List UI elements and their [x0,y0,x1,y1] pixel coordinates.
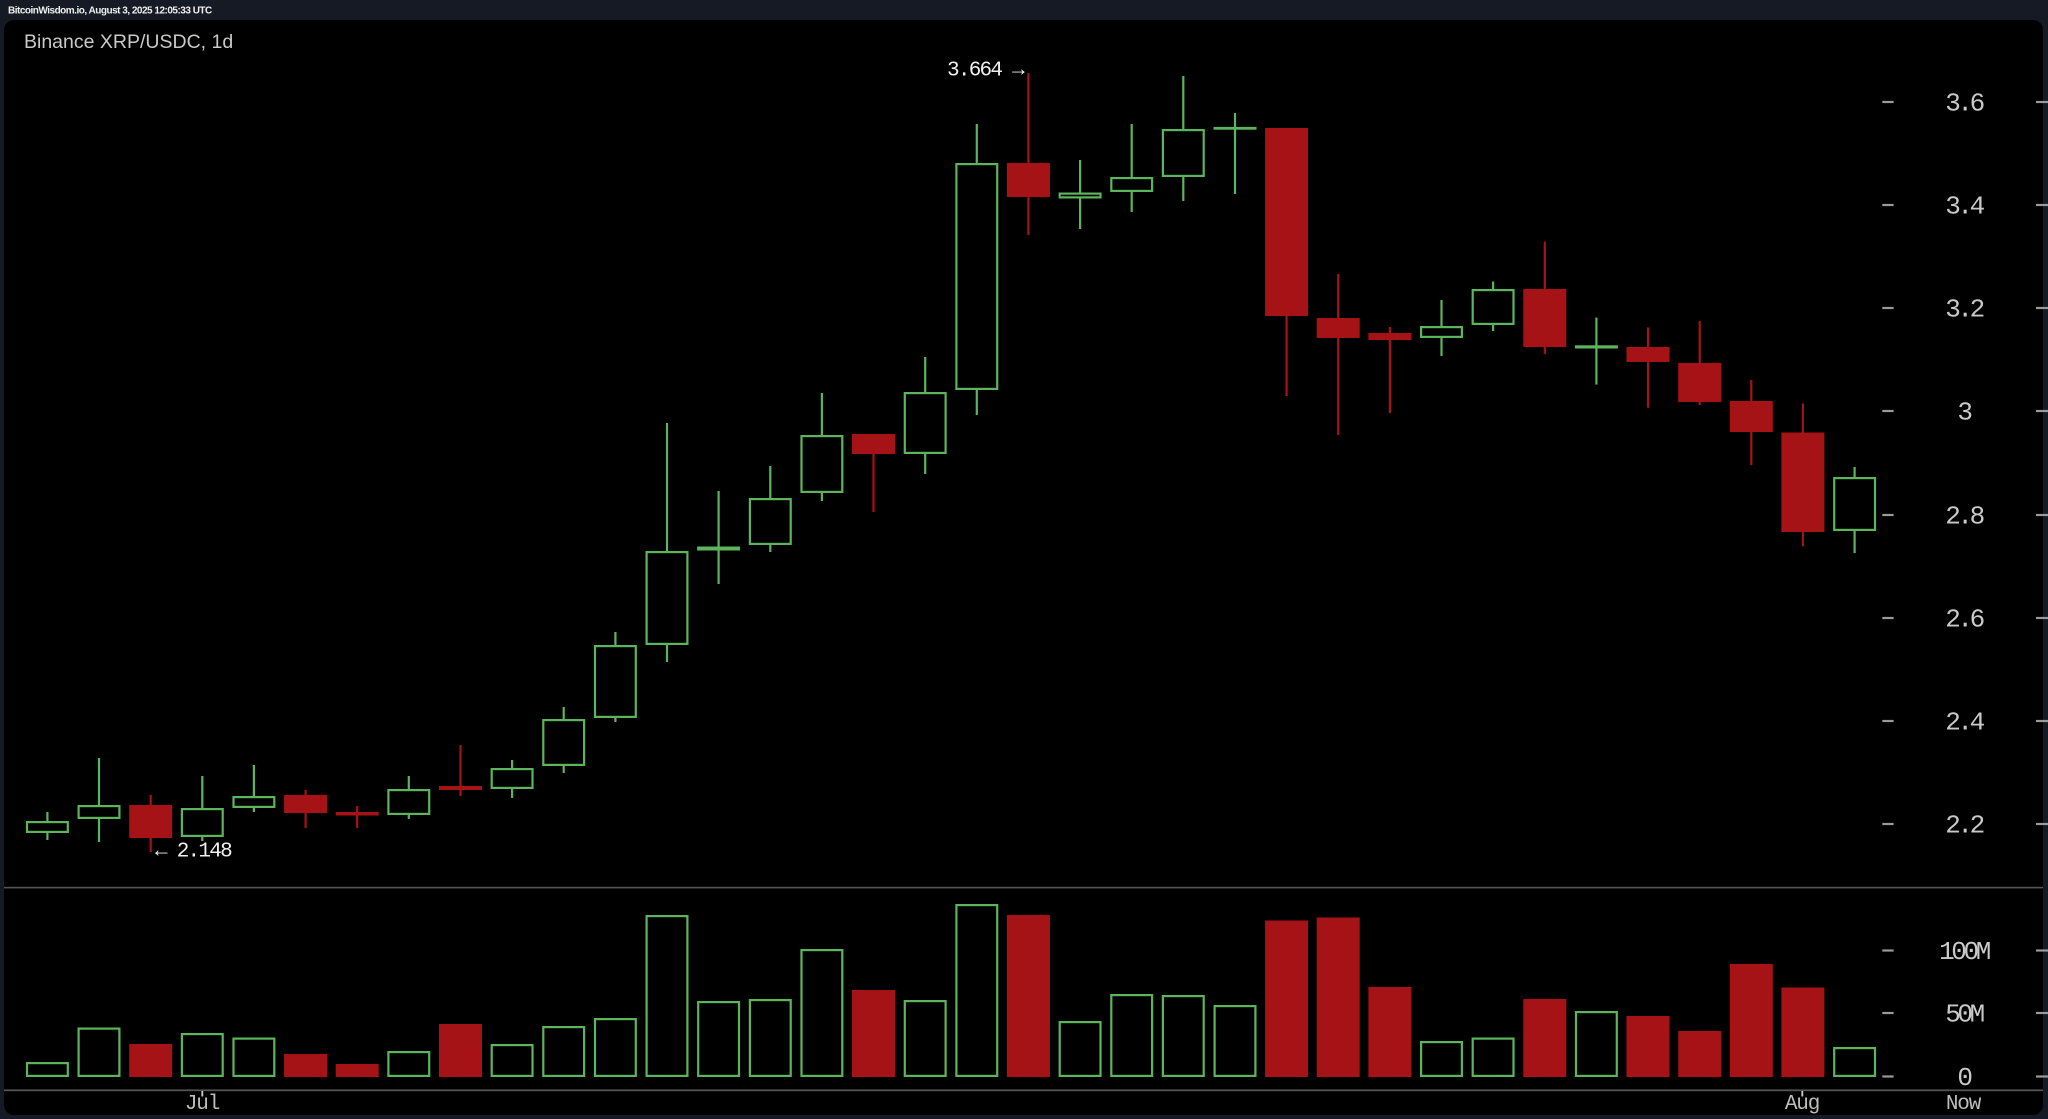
svg-text:3.6: 3.6 [1945,89,1983,119]
svg-text:2.4: 2.4 [1945,708,1984,738]
svg-text:← 2.148: ← 2.148 [155,840,232,863]
svg-text:3.4: 3.4 [1945,192,1984,222]
svg-text:Jul: Jul [185,1093,220,1116]
svg-text:100M: 100M [1939,937,1990,967]
svg-text:2.2: 2.2 [1945,811,1983,841]
svg-text:3.664 →: 3.664 → [947,60,1025,83]
svg-text:BitcoinWisdom.io, August 3, 20: BitcoinWisdom.io, August 3, 2025 12:05:3… [8,6,212,17]
svg-text:50M: 50M [1945,1000,1983,1030]
svg-text:2.6: 2.6 [1945,605,1983,635]
svg-text:Now: Now [1946,1093,1982,1116]
svg-text:2.8: 2.8 [1945,502,1983,532]
svg-text:Binance XRP/USDC, 1d: Binance XRP/USDC, 1d [24,31,233,53]
svg-text:3: 3 [1957,398,1971,428]
svg-text:3.2: 3.2 [1945,295,1983,325]
svg-text:0: 0 [1957,1063,1971,1093]
svg-text:Aug: Aug [1785,1093,1819,1116]
